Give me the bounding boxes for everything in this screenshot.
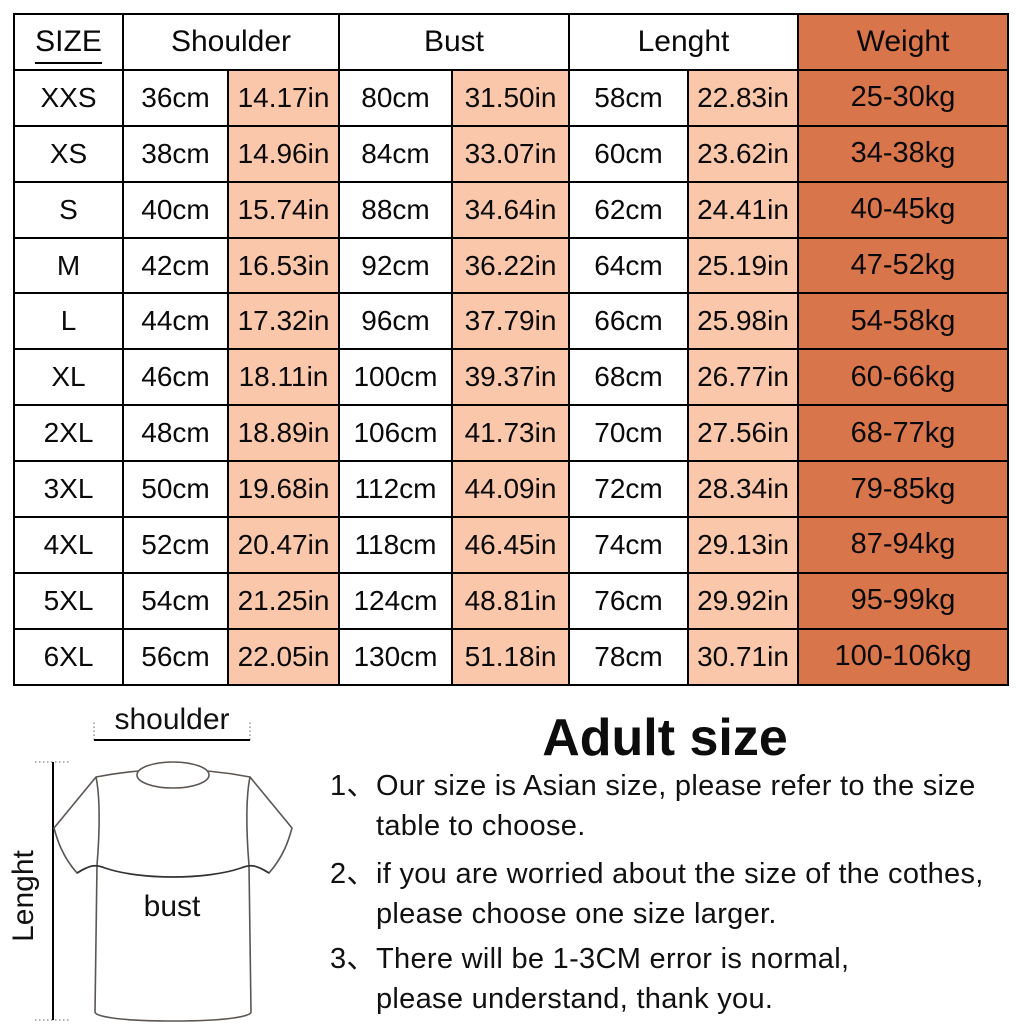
svg-text:Lenght: Lenght <box>7 849 40 941</box>
svg-text:bust: bust <box>144 890 201 923</box>
svg-text:shoulder: shoulder <box>114 703 229 736</box>
